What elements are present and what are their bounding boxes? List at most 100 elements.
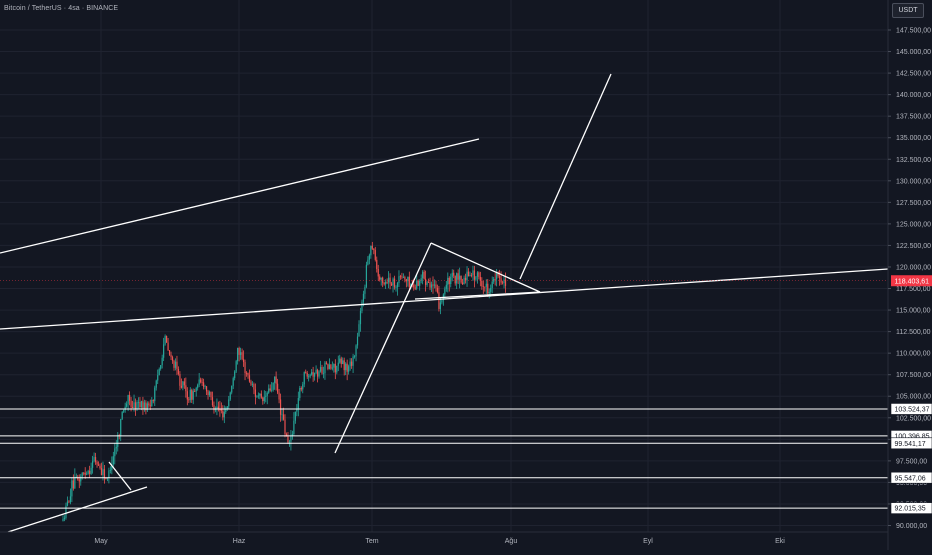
candle-body	[467, 271, 470, 277]
candle-body	[78, 479, 80, 482]
candle-body	[410, 284, 412, 288]
y-tick-label: 120.000,00	[896, 264, 931, 271]
candle-body	[117, 434, 119, 447]
grid-lines	[0, 0, 888, 532]
candle-body	[170, 354, 172, 358]
impulse-leg-line	[334, 242, 432, 454]
candle-body	[402, 276, 404, 278]
candle-body	[83, 472, 85, 474]
candle-body	[171, 357, 174, 361]
candle-body	[102, 469, 104, 476]
candle-body	[71, 480, 73, 497]
candle-body	[220, 409, 222, 411]
time-axis[interactable]: May Haz Tem Ağu Eyl Eki	[94, 538, 785, 545]
candle-body	[75, 476, 77, 478]
candle-body	[353, 356, 356, 358]
candle-body	[487, 283, 489, 294]
candle-body	[382, 277, 384, 283]
candle-body	[81, 472, 83, 477]
candle-body	[426, 282, 428, 285]
y-tick-label: 142.500,00	[896, 71, 931, 78]
level-label: 92.015,35	[895, 506, 926, 513]
candle-body	[438, 292, 440, 309]
candle-body	[217, 406, 219, 410]
candle-body	[451, 272, 453, 277]
candle-body	[180, 385, 182, 388]
candle-body	[425, 278, 427, 285]
candle-body	[291, 434, 293, 436]
candle-body	[204, 386, 206, 387]
candle-body	[183, 381, 185, 386]
level-label: 95.547,06	[895, 475, 926, 482]
candle-body	[177, 368, 180, 375]
candle-body	[404, 276, 406, 280]
candle-body	[336, 365, 338, 373]
candle-body	[333, 363, 335, 368]
candle-body	[268, 388, 270, 393]
candle-body	[376, 259, 378, 270]
candle-body	[100, 468, 103, 476]
candle-body	[496, 272, 498, 280]
candle-body	[242, 359, 245, 363]
candle-body	[235, 361, 237, 372]
y-tick-label: 107.500,00	[896, 372, 931, 379]
candle-body	[459, 275, 461, 280]
candle-body	[445, 284, 447, 289]
last-price-box	[891, 275, 932, 287]
candle-body	[74, 477, 76, 489]
candle-body	[213, 405, 215, 411]
candle-body	[450, 276, 452, 285]
candle-body	[399, 276, 402, 278]
candle-body	[179, 374, 181, 386]
candle-body	[194, 391, 196, 392]
mini-flag-upper	[108, 461, 132, 491]
candle-body	[491, 281, 493, 288]
candle-body	[385, 281, 387, 285]
candle-body	[413, 284, 415, 288]
candle-body	[275, 376, 277, 384]
candle-body	[223, 412, 225, 418]
candle-body	[272, 382, 274, 390]
candle-body	[379, 276, 381, 280]
candle-body	[229, 392, 231, 400]
candle-body	[222, 410, 224, 418]
candle-body	[205, 386, 208, 392]
candle-body	[364, 286, 366, 294]
trend-drawings[interactable]	[0, 73, 889, 533]
candle-body	[405, 279, 407, 282]
candle-body	[121, 411, 123, 420]
candle-body	[435, 284, 437, 288]
candle-body	[407, 276, 409, 282]
candle-body	[111, 464, 113, 471]
candle-body	[490, 287, 492, 292]
candle-body	[240, 352, 242, 355]
y-tick-label: 105.000,00	[896, 394, 931, 401]
candle-body	[312, 372, 314, 377]
candle-body	[167, 342, 169, 351]
candle-body	[348, 366, 350, 372]
y-tick-label: 145.000,00	[896, 49, 931, 56]
candle-body	[334, 363, 336, 373]
candle-body	[219, 409, 221, 411]
currency-button[interactable]: USDT	[892, 3, 924, 18]
candle-body	[86, 473, 88, 475]
candle-body	[361, 301, 363, 311]
candle-body	[123, 410, 125, 412]
candle-body	[296, 408, 298, 412]
candle-body	[176, 361, 178, 369]
candle-body	[395, 287, 397, 289]
y-tick-label: 135.000,00	[896, 135, 931, 142]
candle-body	[244, 362, 246, 374]
x-tick-label: Eki	[775, 538, 785, 545]
candle-body	[151, 400, 153, 407]
candle-body	[160, 365, 162, 369]
candle-body	[388, 277, 390, 283]
candle-body	[185, 385, 187, 392]
candle-body	[377, 269, 379, 277]
candle-body	[321, 367, 323, 374]
candle-body	[237, 347, 239, 362]
candle-body	[68, 501, 70, 503]
